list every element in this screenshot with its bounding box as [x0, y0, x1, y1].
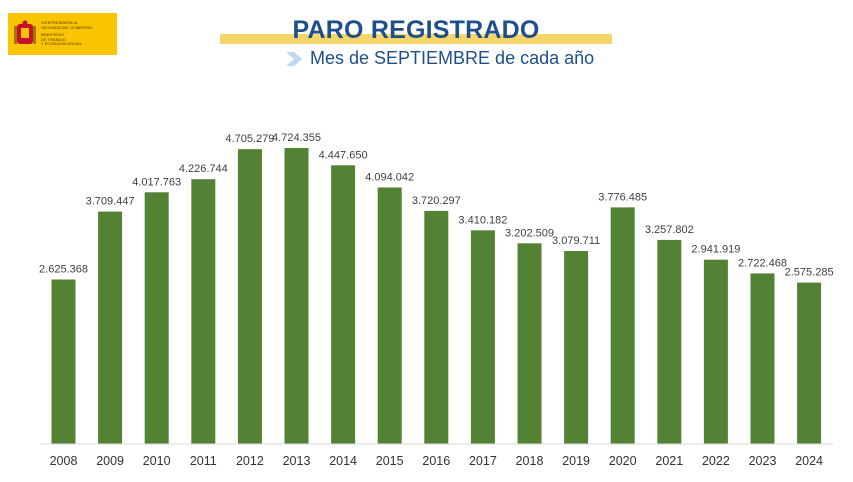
data-label: 3.202.509 [505, 227, 554, 239]
bar-2019 [564, 251, 589, 444]
data-label: 2.941.919 [691, 244, 740, 256]
logo-line: Y ECONOMÍA SOCIAL [41, 41, 83, 47]
bar-2017 [470, 230, 495, 444]
chart-subtitle: Mes de SEPTIEMBRE de cada año [310, 48, 595, 68]
data-label: 4.447.650 [319, 149, 368, 161]
data-label: 4.724.355 [272, 132, 321, 144]
x-tick-label: 2022 [702, 454, 730, 468]
bar-2023 [750, 273, 775, 444]
x-tick-label: 2023 [749, 454, 777, 468]
data-label: 4.705.279 [225, 133, 274, 145]
bar-2008 [51, 279, 76, 444]
x-tick-label: 2018 [516, 454, 544, 468]
x-tick-label: 2020 [609, 454, 637, 468]
x-tick-label: 2010 [143, 454, 171, 468]
x-tick-label: 2021 [655, 454, 683, 468]
data-label: 4.094.042 [365, 172, 414, 184]
data-label: 3.776.485 [598, 191, 647, 203]
x-tick-label: 2012 [236, 454, 264, 468]
x-tick-label: 2008 [50, 454, 78, 468]
title-highlight-bar [220, 34, 612, 44]
x-tick-label: 2011 [190, 454, 217, 468]
logo-text: VICEPRESIDENCIA SEGUNDA DEL GOBIERNO MIN… [41, 20, 92, 47]
bar-2020 [610, 207, 635, 444]
bar-2010 [144, 192, 169, 444]
data-label: 2.722.468 [738, 257, 787, 269]
logo-line: MINISTERIO [41, 32, 65, 38]
bar-2014 [331, 165, 356, 445]
x-tick-label: 2014 [329, 454, 357, 468]
bar-2013 [284, 148, 309, 444]
logo-line: VICEPRESIDENCIA [41, 20, 78, 26]
data-label: 3.257.802 [645, 224, 694, 236]
logo-line: SEGUNDA DEL GOBIERNO [41, 24, 92, 30]
x-tick-label: 2016 [422, 454, 450, 468]
chart-header: PARO REGISTRADO Mes de SEPTIEMBRE de cad… [0, 0, 853, 80]
logo-line: DE TRABAJO [41, 36, 67, 42]
government-logo: VICEPRESIDENCIA SEGUNDA DEL GOBIERNO MIN… [8, 13, 117, 55]
data-label: 2.625.368 [39, 264, 88, 276]
data-label: 4.017.763 [132, 176, 181, 188]
bar-2024 [797, 282, 822, 444]
x-tick-label: 2024 [795, 454, 823, 468]
data-label: 2.575.285 [785, 267, 834, 279]
data-label: 3.709.447 [86, 196, 135, 208]
coat-of-arms-icon [14, 20, 36, 44]
data-label: 4.226.744 [179, 163, 228, 175]
x-tick-label: 2017 [469, 454, 497, 468]
x-tick-label: 2015 [376, 454, 404, 468]
x-tick-label: 2013 [283, 454, 311, 468]
chevron-right-icon [286, 52, 302, 66]
bar-2012 [237, 149, 262, 444]
bar-2021 [657, 239, 682, 444]
bar-2011 [191, 179, 216, 444]
bar-2022 [703, 259, 728, 444]
chart-title: PARO REGISTRADO [292, 16, 540, 44]
data-label: 3.410.182 [458, 214, 507, 226]
x-tick-label: 2009 [96, 454, 124, 468]
data-label: 3.079.711 [552, 235, 600, 247]
bar-2018 [517, 243, 542, 444]
bar-2015 [377, 187, 402, 444]
bar-2016 [424, 210, 449, 444]
data-label: 3.720.297 [412, 195, 461, 207]
bar-2009 [98, 211, 123, 444]
x-tick-label: 2019 [562, 454, 590, 468]
